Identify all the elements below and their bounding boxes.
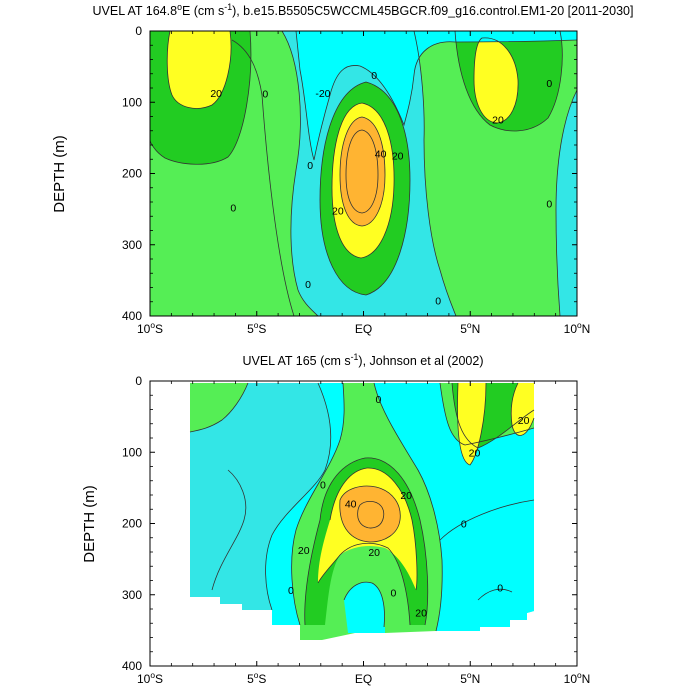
top-contour-label: 20: [332, 206, 344, 218]
bottom-x-tick-label: 10oS: [137, 670, 163, 686]
top-cyan-band: [296, 31, 577, 160]
bottom-x-tick-label: 5oN: [460, 670, 480, 686]
bottom-contour-label: 0: [390, 588, 396, 600]
top-contour-label: 0: [546, 198, 552, 210]
top-contour-label: 0: [262, 89, 268, 101]
bottom-contour-label: 20: [415, 608, 427, 620]
bottom-contour-label: 20: [368, 547, 380, 559]
bottom-x-tick-label: EQ: [355, 672, 372, 686]
bottom-y-tick-label: 200: [122, 517, 142, 531]
bottom-contour-label: 20: [298, 545, 310, 557]
bottom-contour-lines: [189, 382, 535, 632]
bottom-x-tick-label: 10oN: [564, 670, 591, 686]
top-yellow-west: [167, 31, 232, 109]
top-contour-label: 0: [371, 70, 377, 82]
bottom-y-tick-label: 400: [122, 659, 142, 673]
top-contour-label: 20: [492, 114, 504, 126]
top-y-axis-label: DEPTH (m): [51, 135, 68, 213]
top-x-tick-label: 5oN: [460, 320, 480, 336]
top-contour-label: 20: [210, 88, 222, 100]
top-y-tick-label: 400: [122, 309, 142, 323]
top-contour-label: -20: [315, 88, 330, 100]
top-contour-lines: [150, 31, 577, 316]
top-contour-label: 0: [435, 295, 441, 307]
top-contour-label: 0: [546, 78, 552, 90]
bottom-y-tick-label: 300: [122, 588, 142, 602]
top-y-tick-label: 100: [122, 95, 142, 109]
top-yellow-east: [474, 37, 519, 123]
top-contour-label: 0: [305, 279, 311, 291]
top-chart-title: UVEL AT 164.8oE (cm s-1), b.e15.B5505C5W…: [93, 2, 634, 18]
top-x-tick-label: EQ: [355, 322, 372, 336]
bottom-contour-label: 20: [518, 415, 530, 427]
top-orange-inner: [346, 130, 378, 213]
top-contour-label: 20: [392, 151, 404, 163]
top-contour-label: 0: [230, 203, 236, 215]
top-x-tick-label: 5oS: [247, 320, 266, 336]
bottom-contour-label: 0: [376, 394, 382, 406]
bottom-contour-fill: [190, 383, 534, 640]
bottom-orange-inner: [357, 501, 384, 528]
bottom-contour-label: 40: [345, 499, 357, 511]
bottom-contour-label: 20: [400, 490, 412, 502]
top-y-tick-label: 300: [122, 238, 142, 252]
top-contour-label: 0: [307, 160, 313, 172]
bottom-contour-label: 0: [461, 519, 467, 531]
bottom-green-west: [190, 383, 248, 432]
bottom-contour-label: 0: [288, 585, 294, 597]
top-contour-label: 40: [375, 149, 387, 161]
bottom-y-tick-label: 0: [135, 374, 142, 388]
bottom-contour-label: 20: [469, 447, 481, 459]
bottom-cyan-lower: [344, 582, 385, 633]
bottom-contour-label: 0: [497, 583, 503, 595]
top-y-tick-label: 0: [135, 24, 142, 38]
bottom-aqua-west: [190, 383, 331, 610]
bottom-y-axis-label: DEPTH (m): [81, 485, 98, 563]
top-contour-fill: [150, 31, 577, 316]
bottom-chart-title: UVEL AT 165 (cm s-1), Johnson et al (200…: [242, 352, 483, 368]
top-x-tick-label: 10oN: [564, 320, 591, 336]
bottom-cyan-east: [440, 500, 534, 631]
bottom-y-tick-label: 100: [122, 445, 142, 459]
top-contour-labels: 20 0 -20 0 40 20 20 0 0 0 0 20 0 0: [210, 70, 552, 307]
top-y-tick-label: 200: [122, 167, 142, 181]
bottom-contour-label: 0: [320, 479, 326, 491]
bottom-x-tick-label: 5oS: [247, 670, 266, 686]
top-x-tick-label: 10oS: [137, 320, 163, 336]
bottom-contour-labels: 0 20 20 0 40 20 0 20 20 0 0 0 20: [288, 394, 530, 620]
